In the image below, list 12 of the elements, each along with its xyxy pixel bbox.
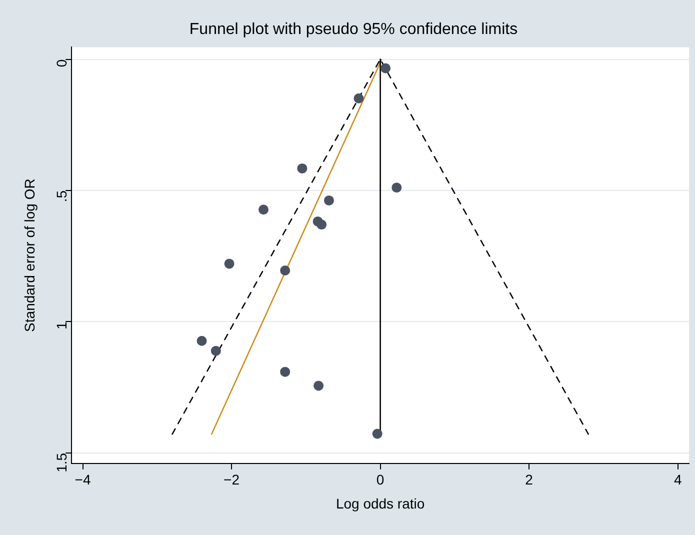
y-tick-label: 0 — [53, 59, 70, 68]
x-tick-label: 4 — [674, 472, 682, 488]
x-tick-label: 0 — [376, 472, 384, 488]
x-tick-label: 2 — [525, 472, 534, 488]
y-tick-label: .5 — [53, 190, 70, 202]
y-axis-title: Standard error of log OR — [21, 178, 38, 332]
y-tick-label: 1 — [53, 321, 70, 330]
chart-title: Funnel plot with pseudo 95% confidence limits — [189, 21, 518, 38]
y-tick-label: 1.5 — [53, 452, 70, 472]
x-tick-label: −4 — [74, 472, 91, 488]
x-axis-title: Log odds ratio — [336, 495, 425, 512]
x-tick-label: −2 — [224, 472, 240, 488]
